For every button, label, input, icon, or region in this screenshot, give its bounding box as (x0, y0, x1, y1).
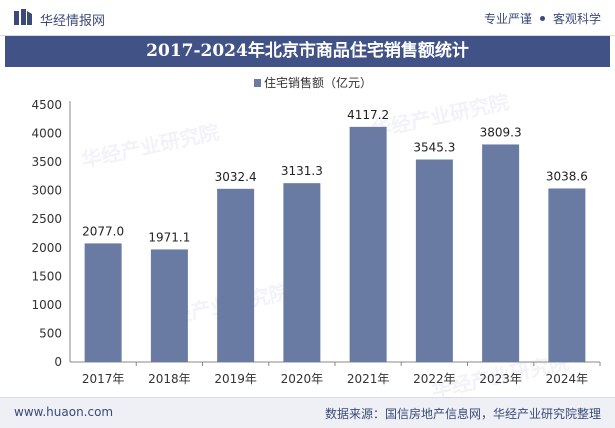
bar (84, 243, 122, 362)
x-tick-label: 2017年 (82, 372, 125, 386)
bar (283, 183, 321, 362)
bar (548, 188, 586, 362)
slogan-left: 专业严谨 (483, 12, 532, 26)
slogan: 专业严谨 客观科学 (484, 10, 601, 27)
y-tick-label: 4500 (31, 98, 62, 112)
data-label: 3545.3 (413, 141, 455, 155)
bar-chart: 住宅销售额（亿元） 0 500 1000 1500 2000 2500 3000 3500 400… (31, 75, 601, 386)
slogan-right: 客观科学 (552, 12, 601, 26)
y-tick-label: 0 (54, 355, 62, 369)
x-tick-label: 2018年 (148, 372, 191, 386)
chart-title: 2017-2024年北京市商品住宅销售额统计 (5, 36, 610, 67)
x-tick-label: 2024年 (546, 372, 589, 386)
brand-name: 华经情报网 (40, 14, 106, 29)
legend-swatch (254, 79, 261, 87)
data-label: 3038.6 (546, 169, 588, 183)
huajing-logo-icon (14, 9, 32, 25)
x-tick-label: 2020年 (281, 372, 324, 386)
data-label: 1971.1 (148, 230, 190, 244)
bar (150, 249, 188, 362)
bar (415, 159, 453, 362)
bar (482, 144, 520, 362)
data-source: 数据来源：国信房地产信息网，华经产业研究院整理 (324, 407, 601, 421)
y-tick-label: 3000 (31, 184, 62, 198)
bullet-dot-icon (539, 16, 545, 21)
y-tick-label: 1000 (31, 298, 62, 312)
y-tick-label: 2500 (31, 212, 62, 226)
y-tick-label: 4000 (31, 127, 62, 141)
x-tick-label: 2021年 (347, 372, 390, 386)
y-tick-label: 3500 (31, 155, 62, 169)
header-bar: 华经情报网 专业严谨 客观科学 (0, 0, 615, 36)
footer-bar: www.huaon.com 数据来源：国信房地产信息网，华经产业研究院整理 (0, 397, 615, 428)
data-label: 3809.3 (480, 125, 522, 139)
bar (217, 188, 255, 362)
y-tick-label: 1500 (31, 269, 62, 283)
x-tick-label: 2022年 (413, 372, 456, 386)
y-tick-label: 2000 (31, 241, 62, 255)
x-tick-label: 2023年 (479, 372, 522, 386)
bar (349, 126, 387, 362)
x-tick-label: 2019年 (214, 372, 257, 386)
legend-label: 住宅销售额（亿元） (264, 75, 372, 90)
data-label: 3131.3 (281, 164, 323, 178)
data-label: 3032.4 (215, 170, 257, 184)
y-tick-label: 500 (39, 326, 62, 340)
footer-url: www.huaon.com (14, 405, 114, 419)
data-label: 4117.2 (347, 108, 389, 122)
data-label: 2077.0 (82, 224, 124, 238)
